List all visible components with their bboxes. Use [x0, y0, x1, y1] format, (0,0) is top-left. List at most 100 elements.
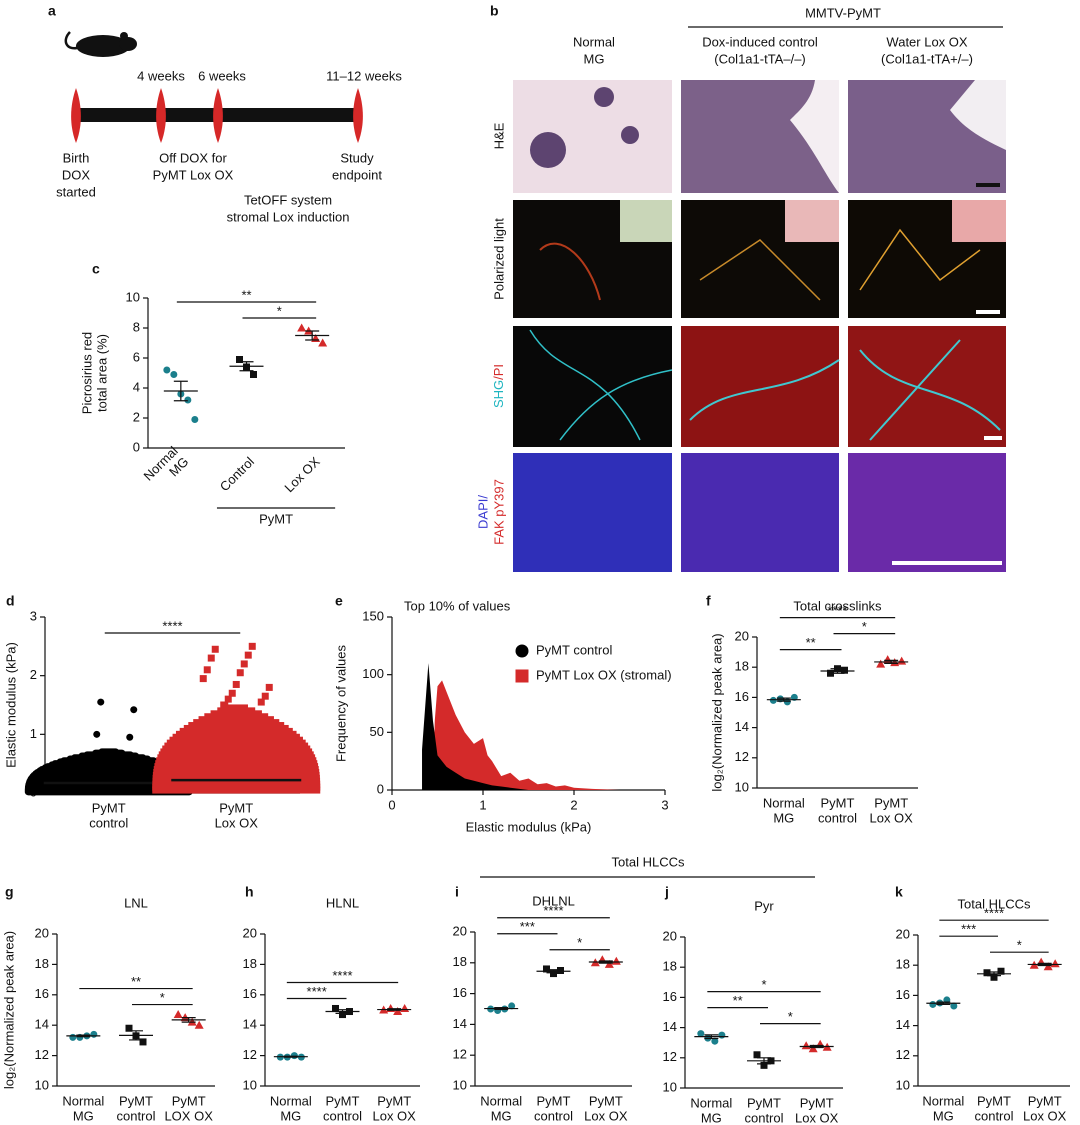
row-label-part: /PI	[491, 364, 506, 380]
x-tick-label: Lox OX	[795, 1110, 839, 1125]
data-point	[126, 733, 134, 741]
y-tick-label: 0	[133, 439, 140, 454]
y-axis-label: log₂(Normalized peak area)	[1, 931, 16, 1089]
x-tick-label: 0	[388, 797, 395, 812]
x-tick-label: PyMT	[1028, 1093, 1062, 1108]
data-point	[125, 1024, 133, 1032]
note: TetOFF system	[244, 192, 332, 207]
panel-letter: j	[664, 884, 669, 900]
y-tick-label: 10	[896, 1077, 910, 1092]
group-label: PyMT	[259, 511, 293, 526]
data-point	[760, 1061, 768, 1069]
significance-label: ****	[307, 984, 327, 999]
event-label: started	[56, 184, 96, 199]
column-header: (Col1a1-tTA–/–)	[714, 51, 806, 66]
y-tick-label: 12	[453, 1047, 467, 1062]
y-axis-label: total area (%)	[94, 334, 109, 412]
y-tick-label: 8	[133, 319, 140, 334]
panel-a: a 4 weeks 6 weeks 11–12 weeks Birth DOX …	[48, 3, 402, 225]
y-tick-label: 18	[663, 959, 677, 974]
data-point	[997, 967, 1005, 975]
data-point	[983, 969, 991, 977]
y-tick-label: 14	[663, 1019, 677, 1034]
y-axis-label: log₂(Normalized peak area)	[709, 633, 724, 791]
y-axis-label: Picrosirius red	[79, 332, 94, 414]
data-point	[163, 366, 171, 374]
legend-label: PyMT control	[536, 642, 612, 657]
data-point	[98, 748, 120, 756]
data-point	[897, 656, 907, 665]
x-tick-label: MG	[73, 1108, 94, 1123]
error-bar	[936, 1001, 951, 1006]
x-tick-label: Normal	[270, 1093, 312, 1108]
significance-label: ****	[827, 603, 847, 618]
y-tick-label: 4	[133, 379, 140, 394]
y-tick-label: 12	[663, 1049, 677, 1064]
x-tick-label: PyMT	[874, 795, 908, 810]
y-tick-label: 18	[735, 659, 749, 674]
y-tick-label: 12	[896, 1047, 910, 1062]
significance-label: ****	[162, 618, 182, 633]
x-tick-label: 2	[570, 797, 577, 812]
significance-label: *	[1017, 938, 1022, 953]
chart-title: LNL	[124, 895, 148, 910]
chart-title: Total crosslinks	[793, 598, 882, 613]
y-tick-label: 18	[35, 956, 49, 971]
data-point	[290, 1052, 298, 1060]
data-point	[265, 683, 273, 691]
data-point	[753, 1051, 761, 1059]
significance-label: *	[160, 990, 165, 1005]
x-tick-label: Lox OX	[869, 810, 913, 825]
chart-title: Top 10% of values	[404, 598, 511, 613]
data-point	[950, 1002, 958, 1010]
data-point	[883, 655, 893, 664]
x-tick-label: PyMT	[589, 1093, 623, 1108]
data-point	[1043, 962, 1053, 971]
row-label: SHG/PI	[491, 364, 506, 408]
y-tick-label: 14	[735, 719, 749, 734]
time-label: 6 weeks	[198, 68, 246, 83]
data-point	[224, 695, 232, 703]
significance-label: **	[241, 287, 251, 302]
data-point	[769, 696, 777, 704]
x-tick-label: Normal	[480, 1093, 522, 1108]
significance-label: ****	[332, 968, 352, 983]
significance-label: ***	[520, 919, 535, 934]
x-tick-label: Lox OX	[372, 1108, 416, 1123]
data-point	[393, 1007, 403, 1016]
row-label: Polarized light	[491, 218, 506, 300]
x-tick-label: control	[974, 1108, 1013, 1123]
area-series	[432, 680, 620, 790]
error-bar	[173, 380, 188, 402]
x-tick-label: Normal	[763, 795, 805, 810]
panel-letter: b	[490, 3, 499, 19]
y-tick-label: 150	[362, 608, 384, 623]
error-bar	[335, 1009, 350, 1014]
x-tick-label: Normal	[690, 1095, 732, 1110]
significance-label: ***	[961, 922, 976, 937]
x-tick-label: control	[323, 1108, 362, 1123]
event-label: Study	[340, 150, 374, 165]
x-tick-label: MG	[491, 1108, 512, 1123]
x-tick-label: PyMT	[377, 1093, 411, 1108]
error-bar	[181, 1017, 196, 1023]
data-point	[69, 1033, 77, 1041]
data-point	[194, 1020, 204, 1029]
legend-marker	[515, 644, 529, 658]
significance-label: *	[277, 303, 282, 318]
significance-label: *	[862, 619, 867, 634]
y-tick-label: 0	[377, 781, 384, 796]
error-bar	[776, 697, 791, 702]
row-label: FAK pY397	[491, 479, 506, 545]
y-tick-label: 10	[243, 1077, 257, 1092]
x-tick-label: PyMT	[747, 1095, 781, 1110]
significance-label: *	[761, 977, 766, 992]
data-point	[508, 1002, 516, 1010]
data-point	[318, 338, 328, 347]
x-tick-label: MG	[280, 1108, 301, 1123]
row-label: DAPI/	[475, 495, 490, 529]
chart-title: Total HLCCs	[958, 896, 1031, 911]
x-tick-label: Lox OX	[584, 1108, 628, 1123]
y-tick-label: 18	[453, 954, 467, 969]
